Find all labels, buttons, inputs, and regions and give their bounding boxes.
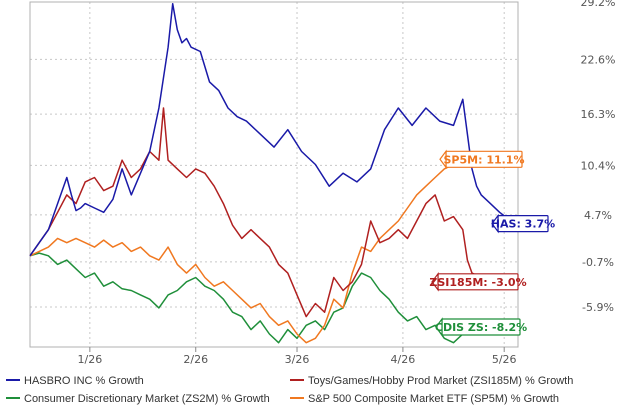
- x-tick-label: 2/26: [183, 353, 208, 366]
- legend-label: Toys/Games/Hobby Prod Market (ZSI185M) %…: [308, 375, 573, 387]
- series-line-3: [29, 157, 518, 344]
- x-tick-label: 1/26: [77, 353, 102, 366]
- plot-area: [30, 2, 518, 347]
- y-tick-label: 29.2%: [581, 0, 616, 9]
- y-tick-label: 16.3%: [581, 108, 616, 121]
- x-tick-label: 5/26: [492, 353, 517, 366]
- callout-label: CDIS ZS: -8.2%: [435, 321, 527, 334]
- y-tick-label: 22.6%: [581, 53, 616, 66]
- plot-frame: [29, 1, 519, 348]
- callouts: HAS: 3.7% ZSI185M: -3.0% CDIS ZS: -8.2% SP5…: [429, 149, 555, 337]
- callout-pointer: [431, 272, 439, 292]
- legend-label: HASBRO INC % Growth: [24, 375, 144, 387]
- legend-label: Consumer Discretionary Market (ZS2M) % G…: [24, 393, 270, 405]
- callout-label: ZSI185M: -3.0%: [429, 276, 526, 289]
- legend-label: S&P 500 Composite Market ETF (SP5M) % Gr…: [308, 393, 559, 405]
- x-axis: 1/26 2/26 3/26 4/26 5/26: [77, 347, 517, 366]
- legend: HASBRO INC % Growth Toys/Games/Hobby Prod…: [6, 375, 573, 405]
- y-tick-label: -0.7%: [582, 256, 614, 269]
- y-tick-label: 10.4%: [581, 159, 616, 172]
- callout-pointer: [439, 149, 447, 170]
- y-tick-label: 4.7%: [584, 209, 612, 222]
- y-tick-label: -5.9%: [582, 301, 614, 314]
- y-axis: 29.2% 22.6% 16.3% 10.4% 4.7% -0.7% -5.9%: [581, 0, 616, 314]
- series-line-0: [29, 2, 519, 257]
- x-tick-label: 3/26: [285, 353, 310, 366]
- callout-label: SP5M: 11.1%: [444, 153, 525, 166]
- callout-pointer: [491, 213, 499, 234]
- callout-label: HAS: 3.7%: [491, 218, 555, 231]
- callout-pointer: [435, 317, 443, 337]
- grid: [29, 1, 519, 348]
- x-tick-label: 4/26: [391, 353, 416, 366]
- series-line-1: [29, 107, 518, 318]
